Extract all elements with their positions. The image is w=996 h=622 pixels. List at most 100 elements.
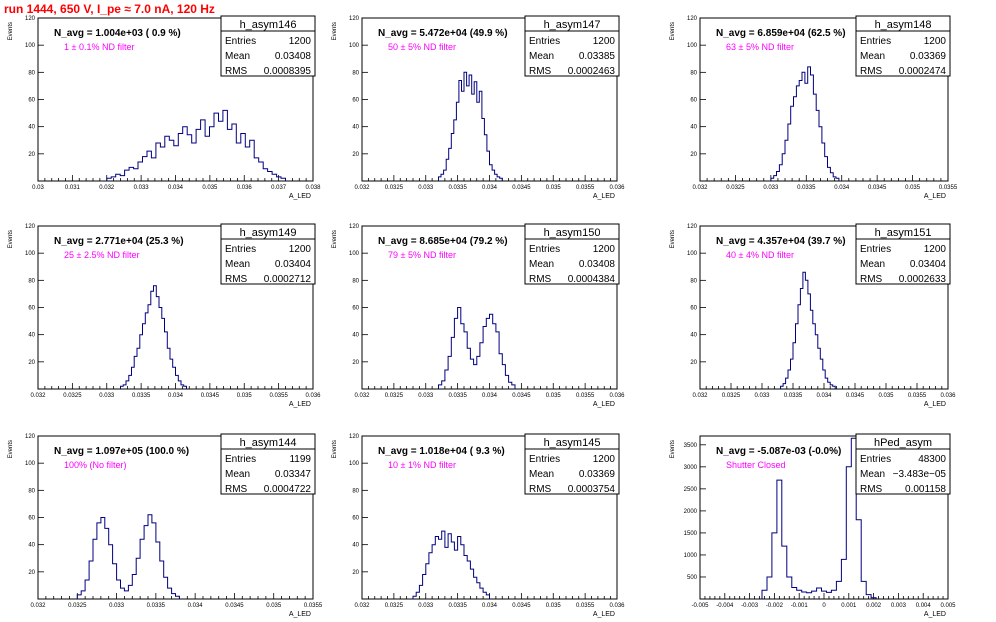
- histogram-bin: [121, 588, 125, 599]
- histogram-bin: [490, 314, 493, 389]
- filter-label: 1 ± 0.1% ND filter: [64, 42, 134, 52]
- filter-label: 50 ± 5% ND filter: [388, 42, 456, 52]
- x-axis-label: A_LED: [289, 401, 311, 408]
- histogram-bin: [454, 550, 457, 599]
- y-tick-label: 60: [28, 98, 35, 104]
- x-tick-label: 0.0325: [385, 393, 404, 399]
- stats-label: RMS: [860, 484, 883, 495]
- histogram-bin: [214, 113, 218, 181]
- histogram-bin: [474, 365, 477, 389]
- histogram-bin: [89, 561, 93, 599]
- histogram-bin: [85, 580, 89, 599]
- y-tick-label: 60: [690, 98, 697, 104]
- y-axis-label: Events: [8, 440, 14, 458]
- histogram-bin: [227, 129, 231, 181]
- histogram-bin: [187, 135, 191, 181]
- x-tick-label: 0.0335: [132, 393, 151, 399]
- x-tick-label: 0.033: [754, 393, 770, 399]
- stats-label: Entries: [225, 36, 256, 47]
- y-tick-label: 80: [28, 488, 35, 494]
- histogram-bin: [143, 157, 147, 181]
- histogram-series: [120, 285, 187, 389]
- histogram-bin: [796, 86, 799, 181]
- x-tick-label: 0.0355: [908, 393, 927, 399]
- histogram-bin: [454, 318, 457, 389]
- histogram-bin: [442, 531, 445, 599]
- x-axis-label: A_LED: [924, 611, 946, 618]
- x-tick-label: 0.0355: [269, 393, 288, 399]
- x-tick-label: 0.0325: [385, 603, 404, 609]
- histogram-bin: [156, 297, 159, 389]
- stats-box: [855, 223, 951, 285]
- x-tick-label: -0.001: [791, 603, 809, 609]
- x-tick-label: -0.005: [691, 603, 709, 609]
- x-tick-label: 0.03: [32, 185, 44, 191]
- navg-label: N_avg = 2.771e+04 (25.3 %): [54, 236, 184, 247]
- histogram-panel: 0.032 0.0325 0.033 0.0335 0.034 0.0345 0.035 0.…: [332, 15, 625, 200]
- x-tick-label: 0.0325: [385, 185, 404, 191]
- x-tick-label: 0.035: [266, 603, 282, 609]
- stats-value: 1200: [924, 244, 947, 255]
- x-tick-label: 0.033: [99, 393, 115, 399]
- stats-label: RMS: [225, 274, 248, 285]
- histogram-series: [76, 514, 180, 599]
- y-tick-label: 60: [690, 306, 697, 312]
- histogram-bin: [263, 169, 267, 181]
- y-axis-label: Events: [670, 22, 676, 40]
- stats-label: Mean: [529, 51, 554, 62]
- stats-value: 0.03404: [910, 259, 947, 270]
- histogram-bin: [140, 539, 144, 599]
- y-axis-label: Events: [8, 230, 14, 248]
- histogram-bin: [152, 523, 156, 599]
- x-tick-label: 0.0335: [448, 393, 467, 399]
- x-tick-label: 0.032: [30, 603, 46, 609]
- y-tick-label: 100: [349, 251, 360, 257]
- stats-box: [524, 433, 620, 495]
- histogram-bin: [218, 121, 222, 181]
- histogram-panel: 0.032 0.0325 0.033 0.0335 0.034 0.0345 0.035 0.…: [670, 15, 958, 200]
- histogram-bin: [165, 136, 169, 181]
- y-tick-label: 100: [687, 43, 698, 49]
- stats-label: RMS: [860, 66, 883, 77]
- stats-label: RMS: [529, 274, 552, 285]
- histogram-bin: [461, 324, 464, 389]
- stats-label: RMS: [225, 484, 248, 495]
- x-tick-label: -0.003: [741, 603, 759, 609]
- x-tick-label: 0.003: [891, 603, 907, 609]
- histogram-bin: [232, 124, 236, 181]
- histogram-bin: [439, 539, 442, 599]
- y-tick-label: 80: [28, 70, 35, 76]
- histogram-bin: [145, 313, 148, 389]
- x-tick-label: 0.033: [418, 185, 434, 191]
- y-tick-label: 100: [25, 251, 36, 257]
- stats-box: [855, 433, 951, 495]
- x-tick-label: 0.033: [418, 603, 434, 609]
- x-tick-label: 0.032: [354, 393, 370, 399]
- x-tick-label: 0.033: [109, 603, 125, 609]
- histogram-panel: 0.032 0.0325 0.033 0.0335 0.034 0.0345 0.035 0.…: [8, 433, 323, 618]
- x-tick-label: 0.0325: [726, 185, 745, 191]
- filter-label: Shutter Closed: [726, 460, 786, 470]
- histogram-series: [438, 71, 503, 181]
- x-axis-label: A_LED: [593, 401, 615, 408]
- histogram-bin: [125, 170, 129, 181]
- stats-value: 0.0002712: [264, 274, 312, 285]
- x-tick-label: 0.032: [99, 185, 115, 191]
- x-tick-label: 0.035: [237, 393, 253, 399]
- x-tick-label: 0.032: [354, 185, 370, 191]
- stats-value: 0.0004384: [568, 274, 616, 285]
- histogram-bin: [223, 110, 227, 181]
- stats-label: Mean: [225, 51, 250, 62]
- histogram-bin: [851, 438, 856, 599]
- histogram-bin: [777, 480, 782, 599]
- stats-value: 0.001158: [905, 484, 946, 495]
- x-tick-label: 0.036: [609, 185, 625, 191]
- navg-label: N_avg = 1.097e+05 (100.0 %): [54, 446, 189, 457]
- y-axis-label: Events: [332, 440, 338, 458]
- stats-label: Entries: [529, 454, 560, 465]
- histogram-bin: [474, 577, 477, 599]
- navg-label: N_avg = 1.018e+04 ( 9.3 %): [378, 446, 505, 457]
- histogram-series: [761, 437, 877, 599]
- stats-label: Mean: [860, 259, 885, 270]
- histogram-bin: [151, 158, 155, 181]
